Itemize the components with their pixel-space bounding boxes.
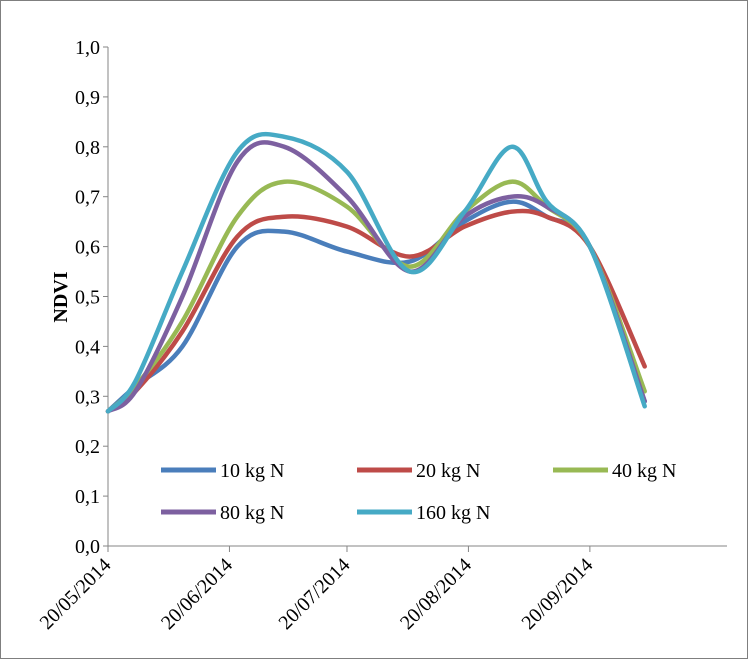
x-axis-ticks: 20/05/2014 20/06/2014 20/07/2014 20/08/2014… bbox=[36, 546, 597, 634]
y-axis-ticks: 0,0 0,1 0,2 0,3 0,4 0,5 0,6 0,7 0,8 0,9 1,0 bbox=[75, 37, 108, 558]
x-tick-label: 20/09/2014 bbox=[517, 554, 597, 634]
series-line-4 bbox=[105, 140, 647, 414]
legend-label: 10 kg N bbox=[220, 460, 284, 482]
x-tick-label: 20/07/2014 bbox=[275, 554, 355, 634]
legend: 10 kg N 20 kg N 40 kg N 80 kg N 160 kg N bbox=[161, 460, 676, 524]
series-lines bbox=[105, 131, 647, 414]
y-tick-label: 0,0 bbox=[75, 536, 100, 558]
y-tick-label: 0,7 bbox=[75, 187, 100, 209]
y-tick-label: 0,5 bbox=[75, 287, 100, 309]
y-tick-label: 0,1 bbox=[75, 486, 100, 508]
legend-label: 20 kg N bbox=[416, 460, 480, 482]
x-tick-label: 20/05/2014 bbox=[36, 554, 116, 634]
legend-label: 80 kg N bbox=[220, 502, 284, 524]
y-tick-label: 0,2 bbox=[75, 436, 100, 458]
legend-label: 40 kg N bbox=[612, 460, 676, 482]
series-line-5 bbox=[105, 131, 647, 414]
y-tick-label: 0,3 bbox=[75, 386, 100, 408]
y-tick-label: 0,8 bbox=[75, 137, 100, 159]
x-tick-label: 20/08/2014 bbox=[396, 554, 476, 634]
y-tick-label: 0,9 bbox=[75, 87, 100, 109]
y-tick-label: 0,6 bbox=[75, 237, 100, 259]
y-tick-label: 1,0 bbox=[75, 37, 100, 59]
legend-label: 160 kg N bbox=[416, 502, 490, 524]
x-tick-label: 20/06/2014 bbox=[157, 554, 237, 634]
y-axis-title: NDVI bbox=[50, 271, 72, 322]
y-tick-label: 0,4 bbox=[75, 336, 100, 358]
